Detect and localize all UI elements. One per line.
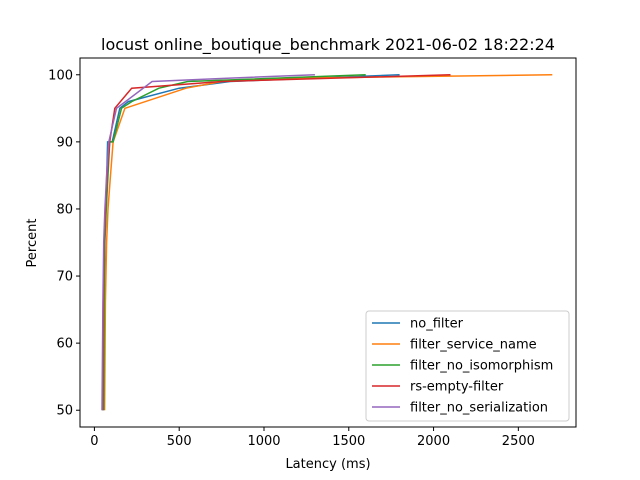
x-tick-label: 2000 (417, 434, 450, 449)
series-line-no_filter (102, 74, 400, 411)
y-tick-label: 80 (56, 202, 73, 217)
chart-title: locust online_boutique_benchmark 2021-06… (101, 35, 555, 55)
legend-label-filter_no_serialization: filter_no_serialization (410, 401, 548, 416)
x-tick-label: 1500 (332, 434, 365, 449)
series-line-filter_no_serialization (101, 74, 315, 411)
y-axis-ticks: 50 60 70 80 90 100 (48, 68, 80, 419)
y-tick-label: 70 (56, 270, 73, 285)
legend-label-no_filter: no_filter (410, 317, 464, 332)
x-tick-label: 2500 (502, 434, 535, 449)
legend-frame (365, 310, 570, 422)
y-tick-label: 90 (56, 135, 73, 150)
x-tick-label: 500 (167, 434, 192, 449)
y-tick-label: 50 (56, 404, 73, 419)
legend: no_filter filter_service_name filter_no_is… (365, 310, 570, 422)
series-layer (101, 74, 553, 411)
y-tick-label: 100 (48, 68, 73, 83)
x-tick-label: 0 (90, 434, 98, 449)
y-axis-label: Percent (25, 219, 40, 268)
legend-label-rs-empty-filter: rs-empty-filter (410, 380, 504, 395)
x-axis-label: Latency (ms) (285, 457, 370, 472)
legend-label-filter_no_isomorphism: filter_no_isomorphism (410, 359, 553, 374)
plot-frame (79, 57, 577, 428)
legend-label-filter_service_name: filter_service_name (410, 338, 537, 353)
x-tick-label: 1000 (247, 434, 280, 449)
x-axis-ticks: 0 500 1000 1500 2000 2500 (90, 427, 535, 449)
series-line-filter_no_isomorphism (102, 74, 366, 411)
y-tick-label: 60 (56, 337, 73, 352)
